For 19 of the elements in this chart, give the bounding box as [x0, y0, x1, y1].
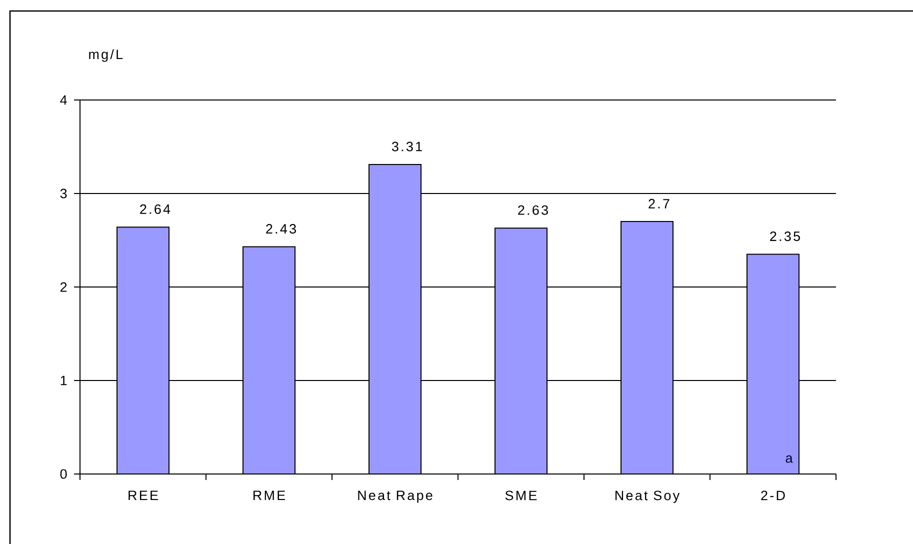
y-tick-label: 4	[60, 95, 67, 105]
y-tick-label: 0	[60, 469, 67, 479]
data-label: 2.63	[518, 205, 548, 215]
data-label: 2.35	[770, 232, 800, 242]
y-axis-title: mg/L	[89, 49, 123, 62]
x-tick-label: Neat Soy	[615, 490, 680, 503]
data-label: 2.64	[140, 204, 170, 214]
x-tick-label: SME	[505, 490, 537, 500]
annotation: a	[786, 455, 793, 463]
x-tick-label: RME	[253, 490, 286, 500]
data-label: 2.43	[266, 224, 296, 234]
x-tick-label: Neat Rape	[358, 490, 432, 503]
x-tick-label: REE	[128, 490, 158, 500]
x-tick-label: 2-D	[761, 490, 785, 500]
y-tick-label: 3	[60, 188, 67, 198]
data-label: 2.7	[648, 198, 670, 208]
data-label: 3.31	[392, 142, 422, 152]
y-tick-label: 1	[60, 376, 67, 386]
y-tick-label: 2	[60, 282, 67, 292]
